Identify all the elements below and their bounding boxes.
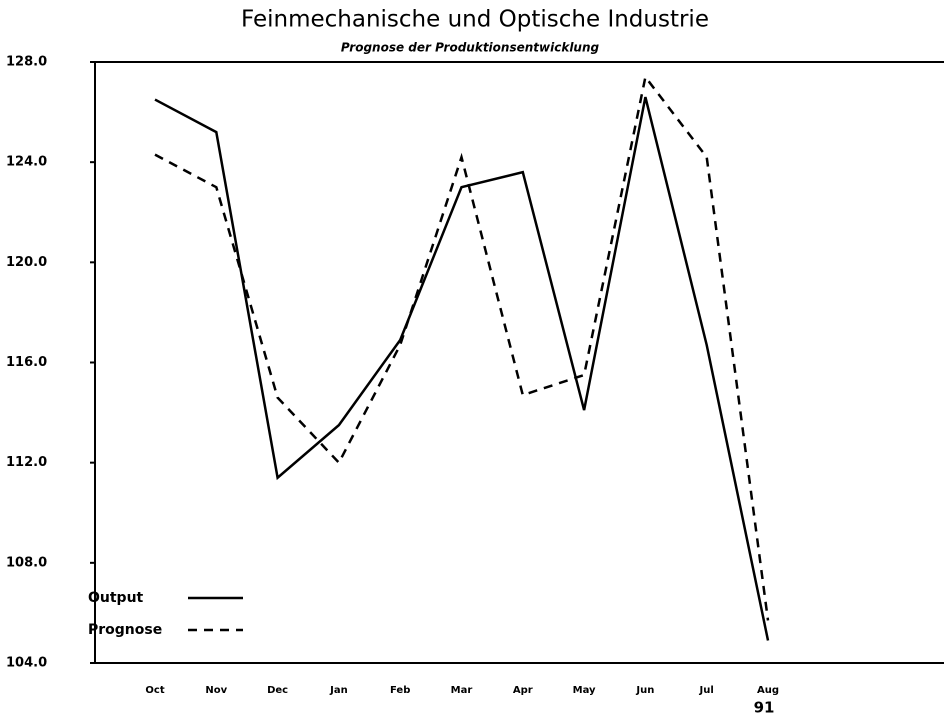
y-tick-label: 120.0 [6, 255, 47, 270]
x-tick-label: Nov [205, 685, 227, 696]
x-tick-label: Apr [513, 685, 533, 696]
legend-label: Prognose [88, 622, 162, 638]
series-line [154, 74, 770, 621]
y-tick-label: 104.0 [6, 656, 47, 671]
y-tick-label: 112.0 [6, 455, 47, 470]
chart-subtitle: Prognose der Produktionsentwicklung [341, 41, 600, 55]
chart-title: Feinmechanische und Optische Industrie [241, 7, 709, 33]
y-tick-label: 124.0 [6, 155, 47, 170]
x-tick-label: Mar [451, 685, 473, 696]
x-tick-label: Jul [699, 685, 714, 696]
x-tick-label: Feb [390, 685, 410, 696]
x-tick-label: Dec [267, 685, 288, 696]
y-tick-label: 128.0 [6, 55, 47, 70]
x-tick-label: Aug [757, 685, 779, 696]
x-tick-label: Jun [635, 685, 654, 696]
series-line [154, 96, 770, 641]
legend-label: Output [88, 590, 144, 606]
x-tick-label: Oct [145, 685, 164, 696]
y-tick-label: 116.0 [6, 355, 47, 370]
annotation: 91 [754, 699, 775, 717]
x-tick-label: Jan [329, 685, 348, 696]
y-tick-label: 108.0 [6, 555, 47, 570]
x-tick-label: May [573, 685, 596, 696]
